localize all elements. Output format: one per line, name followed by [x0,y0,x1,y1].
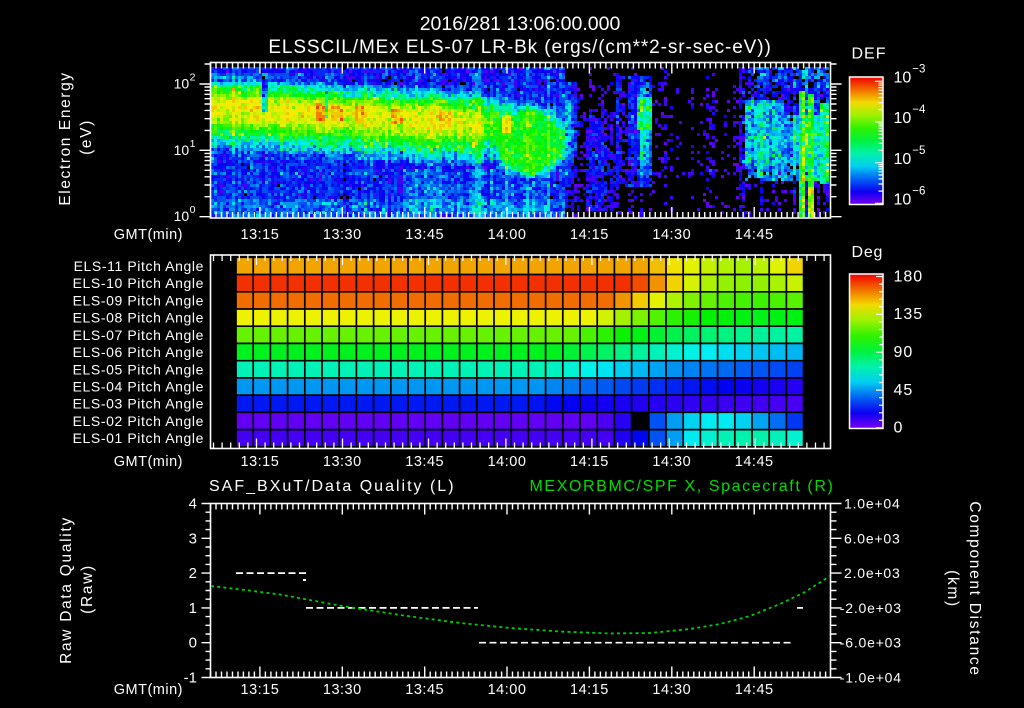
svg-text:-1: -1 [184,670,197,687]
svg-text:14:30: 14:30 [652,454,691,470]
svg-text:GMT(min): GMT(min) [114,682,183,698]
svg-text:ELS-05 Pitch Angle: ELS-05 Pitch Angle [73,361,204,377]
svg-text:14:45: 14:45 [735,682,774,698]
svg-text:13:45: 13:45 [405,454,444,470]
svg-text:(eV): (eV) [78,119,95,155]
svg-text:13:45: 13:45 [405,227,444,243]
svg-text:13:30: 13:30 [323,682,362,698]
svg-text:ELS-08 Pitch Angle: ELS-08 Pitch Angle [73,310,204,326]
svg-text:ELS-06 Pitch Angle: ELS-06 Pitch Angle [73,344,204,360]
svg-text:90: 90 [894,344,914,361]
svg-text:14:30: 14:30 [652,682,691,698]
svg-text:135: 135 [894,306,924,323]
svg-text:14:15: 14:15 [570,227,609,243]
svg-text:6.0e+03: 6.0e+03 [844,530,901,546]
svg-text:13:30: 13:30 [323,227,362,243]
svg-text:-2.0e+03: -2.0e+03 [840,600,902,616]
svg-text:Component Distance: Component Distance [966,501,983,676]
svg-text:ELS-02 Pitch Angle: ELS-02 Pitch Angle [73,413,204,429]
svg-text:ELS-04 Pitch Angle: ELS-04 Pitch Angle [73,379,204,395]
svg-text:180: 180 [894,268,924,285]
svg-text:GMT(min): GMT(min) [114,227,183,243]
svg-text:2016/281 13:06:00.000: 2016/281 13:06:00.000 [420,13,621,35]
svg-text:-1.0e+04: -1.0e+04 [840,670,902,686]
svg-text:GMT(min): GMT(min) [114,454,183,470]
svg-text:2: 2 [189,565,197,582]
svg-text:14:00: 14:00 [488,227,527,243]
svg-text:13:15: 13:15 [241,454,280,470]
svg-text:MEXORBMC/SPF X, Spacecraft (R): MEXORBMC/SPF X, Spacecraft (R) [530,478,835,495]
svg-text:Deg: Deg [852,244,884,261]
svg-text:3: 3 [189,530,197,547]
svg-text:(km): (km) [944,570,961,608]
svg-text:14:15: 14:15 [570,454,609,470]
svg-text:13:30: 13:30 [323,454,362,470]
svg-text:ELSSCIL/MEx ELS-07 LR-Bk (erg: ELSSCIL/MEx ELS-07 LR-Bk (ergs/(cm**2-sr… [268,37,771,58]
svg-text:(Raw): (Raw) [79,564,96,614]
svg-text:Raw Data Quality: Raw Data Quality [58,516,75,664]
svg-text:14:45: 14:45 [735,454,774,470]
svg-text:45: 45 [894,382,914,399]
svg-text:ELS-03 Pitch Angle: ELS-03 Pitch Angle [73,396,204,412]
svg-text:13:45: 13:45 [405,682,444,698]
svg-text:2.0e+03: 2.0e+03 [844,565,901,581]
svg-text:1.0e+04: 1.0e+04 [844,496,901,512]
svg-text:14:00: 14:00 [488,682,527,698]
svg-text:SAF_BXuT/Data Quality (L): SAF_BXuT/Data Quality (L) [209,478,456,495]
svg-text:ELS-01 Pitch Angle: ELS-01 Pitch Angle [73,430,204,446]
svg-text:1: 1 [189,600,197,617]
svg-text:-6.0e+03: -6.0e+03 [840,635,902,651]
svg-text:DEF: DEF [852,46,887,63]
svg-text:Electron Energy: Electron Energy [57,71,74,205]
svg-text:ELS-07 Pitch Angle: ELS-07 Pitch Angle [73,327,204,343]
svg-text:14:45: 14:45 [735,227,774,243]
svg-text:ELS-09 Pitch Angle: ELS-09 Pitch Angle [73,292,204,308]
svg-text:ELS-10 Pitch Angle: ELS-10 Pitch Angle [73,275,204,291]
svg-text:ELS-11 Pitch Angle: ELS-11 Pitch Angle [74,258,204,274]
svg-text:14:15: 14:15 [570,682,609,698]
svg-text:13:15: 13:15 [241,682,280,698]
svg-text:13:15: 13:15 [241,227,280,243]
svg-text:0: 0 [189,635,197,652]
svg-text:0: 0 [894,420,904,437]
svg-text:4: 4 [189,496,197,513]
svg-text:14:30: 14:30 [652,227,691,243]
svg-text:14:00: 14:00 [488,454,527,470]
